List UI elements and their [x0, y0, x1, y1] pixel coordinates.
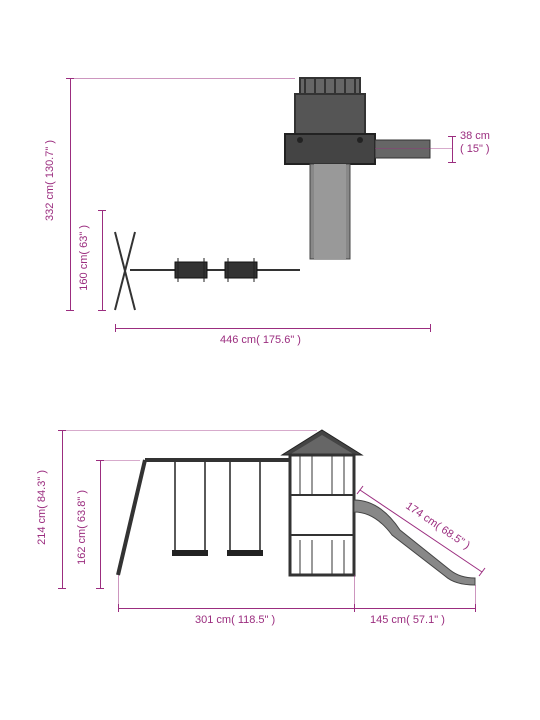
guide	[62, 430, 317, 431]
dim-301-label: 301 cm( 118.5" )	[195, 614, 275, 626]
guide	[475, 585, 476, 608]
dim-162-label: 162 cm( 63.8" )	[76, 490, 88, 565]
dim-145-line	[354, 608, 475, 609]
dim-tick	[58, 588, 66, 589]
guide	[118, 575, 119, 608]
guide	[100, 460, 140, 461]
dim-301-line	[118, 608, 354, 609]
guide	[354, 575, 355, 608]
dim-214-line	[62, 430, 63, 588]
dim-tick	[96, 588, 104, 589]
dim-145-label: 145 cm( 57.1" )	[370, 614, 445, 626]
dim-162-line	[100, 460, 101, 588]
dim-214-label: 214 cm( 84.3" )	[36, 470, 48, 545]
front-view-structure	[0, 0, 540, 720]
